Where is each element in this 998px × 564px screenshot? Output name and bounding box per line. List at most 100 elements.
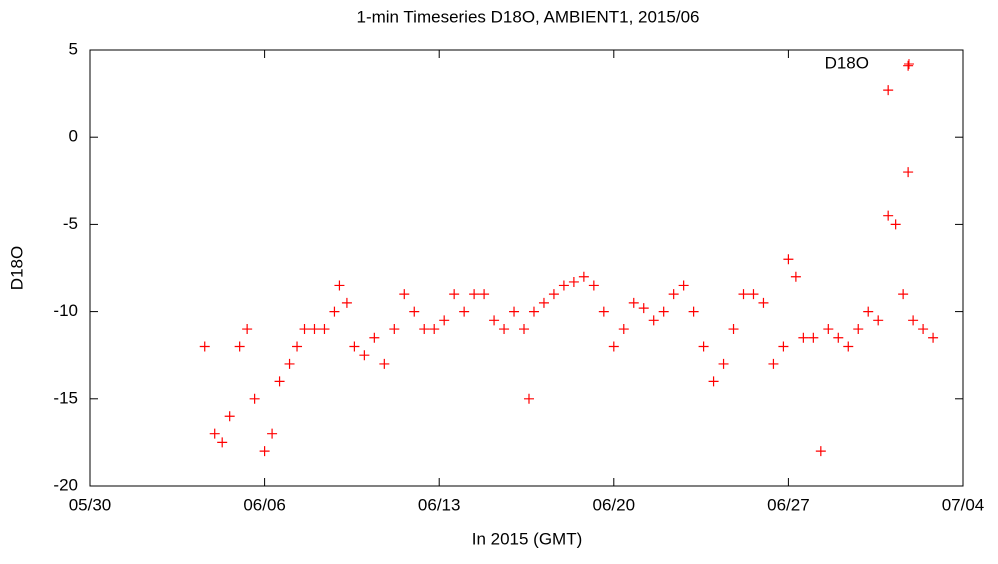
data-point xyxy=(758,297,769,308)
plot-frame xyxy=(89,49,964,487)
data-point xyxy=(883,85,894,96)
data-point xyxy=(918,324,929,335)
data-point xyxy=(249,393,260,404)
x-tick-label: 06/06 xyxy=(243,495,286,514)
data-point xyxy=(329,306,340,317)
data-point xyxy=(199,341,210,352)
data-point xyxy=(598,306,609,317)
data-point xyxy=(349,341,360,352)
data-point xyxy=(798,332,809,343)
data-point xyxy=(578,271,589,282)
y-tick-label: -20 xyxy=(53,475,78,494)
data-point xyxy=(409,306,420,317)
data-point xyxy=(334,280,345,291)
data-point xyxy=(224,411,235,422)
data-point xyxy=(309,324,320,335)
data-point xyxy=(419,324,430,335)
data-point xyxy=(698,341,709,352)
data-point xyxy=(618,324,629,335)
data-point xyxy=(509,306,520,317)
data-point xyxy=(738,289,749,300)
data-point xyxy=(718,358,729,369)
data-point xyxy=(449,289,460,300)
data-point xyxy=(863,306,874,317)
y-axis-label: D18O xyxy=(7,246,26,290)
data-point xyxy=(890,219,901,230)
x-axis-label: In 2015 (GMT) xyxy=(472,529,583,548)
data-point xyxy=(883,210,894,221)
y-tick-label: -10 xyxy=(53,301,78,320)
data-point xyxy=(728,324,739,335)
data-point xyxy=(815,446,826,457)
y-tick-label: 5 xyxy=(69,39,78,58)
data-point xyxy=(459,306,470,317)
y-tick-label: -5 xyxy=(63,214,78,233)
data-point xyxy=(898,289,909,300)
data-point xyxy=(568,276,579,287)
data-point xyxy=(783,254,794,265)
data-point xyxy=(778,341,789,352)
x-tick-label: 06/20 xyxy=(593,495,636,514)
data-point xyxy=(768,358,779,369)
data-point xyxy=(538,297,549,308)
data-point xyxy=(319,324,330,335)
data-point xyxy=(234,341,245,352)
data-point xyxy=(843,341,854,352)
data-point xyxy=(678,280,689,291)
data-point xyxy=(479,289,490,300)
chart-title: 1-min Timeseries D18O, AMBIENT1, 2015/06 xyxy=(357,7,700,26)
data-point xyxy=(341,297,352,308)
data-point xyxy=(469,289,480,300)
y-tick-label: 0 xyxy=(69,127,78,146)
data-point xyxy=(528,306,539,317)
data-point xyxy=(608,341,619,352)
data-point xyxy=(638,303,649,314)
data-point xyxy=(523,393,534,404)
data-point xyxy=(379,358,390,369)
data-point xyxy=(274,376,285,387)
x-tick-label: 07/04 xyxy=(942,495,985,514)
data-point xyxy=(628,297,639,308)
data-point xyxy=(908,315,919,326)
data-point xyxy=(519,324,530,335)
data-point xyxy=(242,324,253,335)
data-point xyxy=(833,332,844,343)
data-point xyxy=(588,280,599,291)
data-point xyxy=(853,324,864,335)
data-point xyxy=(439,315,450,326)
legend-label: D18O xyxy=(825,53,869,72)
data-point xyxy=(688,306,699,317)
data-point xyxy=(369,332,380,343)
data-point xyxy=(284,358,295,369)
data-point xyxy=(823,324,834,335)
data-point xyxy=(267,428,278,439)
data-point xyxy=(558,280,569,291)
legend-marker xyxy=(904,59,914,69)
data-point xyxy=(658,306,669,317)
data-point xyxy=(217,437,228,448)
data-point xyxy=(259,446,270,457)
data-point xyxy=(708,376,719,387)
data-point xyxy=(903,60,914,71)
data-point xyxy=(429,324,440,335)
data-point xyxy=(209,428,220,439)
data-point xyxy=(292,341,303,352)
data-point xyxy=(648,315,659,326)
data-point xyxy=(748,289,759,300)
x-tick-label: 05/30 xyxy=(69,495,112,514)
data-point xyxy=(873,315,884,326)
data-point xyxy=(903,167,914,178)
data-point xyxy=(790,271,801,282)
y-tick-label: -15 xyxy=(53,388,78,407)
data-point xyxy=(299,324,310,335)
x-tick-label: 06/27 xyxy=(767,495,810,514)
data-point xyxy=(668,289,679,300)
data-point xyxy=(499,324,510,335)
data-point xyxy=(928,332,939,343)
data-point xyxy=(359,350,370,361)
data-point xyxy=(808,332,819,343)
data-point xyxy=(489,315,500,326)
x-tick-label: 06/13 xyxy=(418,495,461,514)
data-point xyxy=(389,324,400,335)
